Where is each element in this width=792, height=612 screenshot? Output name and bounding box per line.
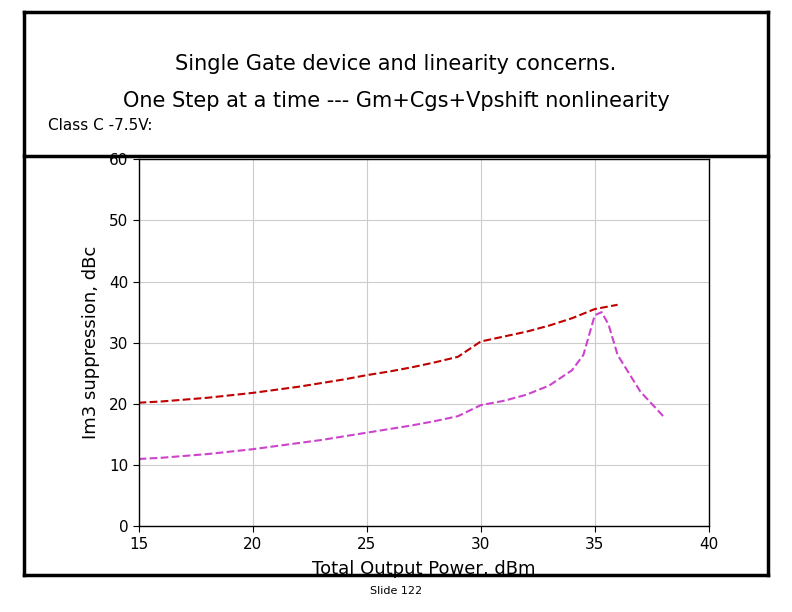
Text: Class C -7.5V:: Class C -7.5V: (48, 118, 152, 133)
Text: Single Gate device and linearity concerns.: Single Gate device and linearity concern… (175, 54, 617, 74)
Y-axis label: Im3 suppression, dBc: Im3 suppression, dBc (82, 246, 101, 439)
X-axis label: Total Output Power, dBm: Total Output Power, dBm (312, 560, 535, 578)
Text: One Step at a time --- Gm+Cgs+Vpshift nonlinearity: One Step at a time --- Gm+Cgs+Vpshift no… (123, 91, 669, 111)
Text: Slide 122: Slide 122 (370, 586, 422, 595)
